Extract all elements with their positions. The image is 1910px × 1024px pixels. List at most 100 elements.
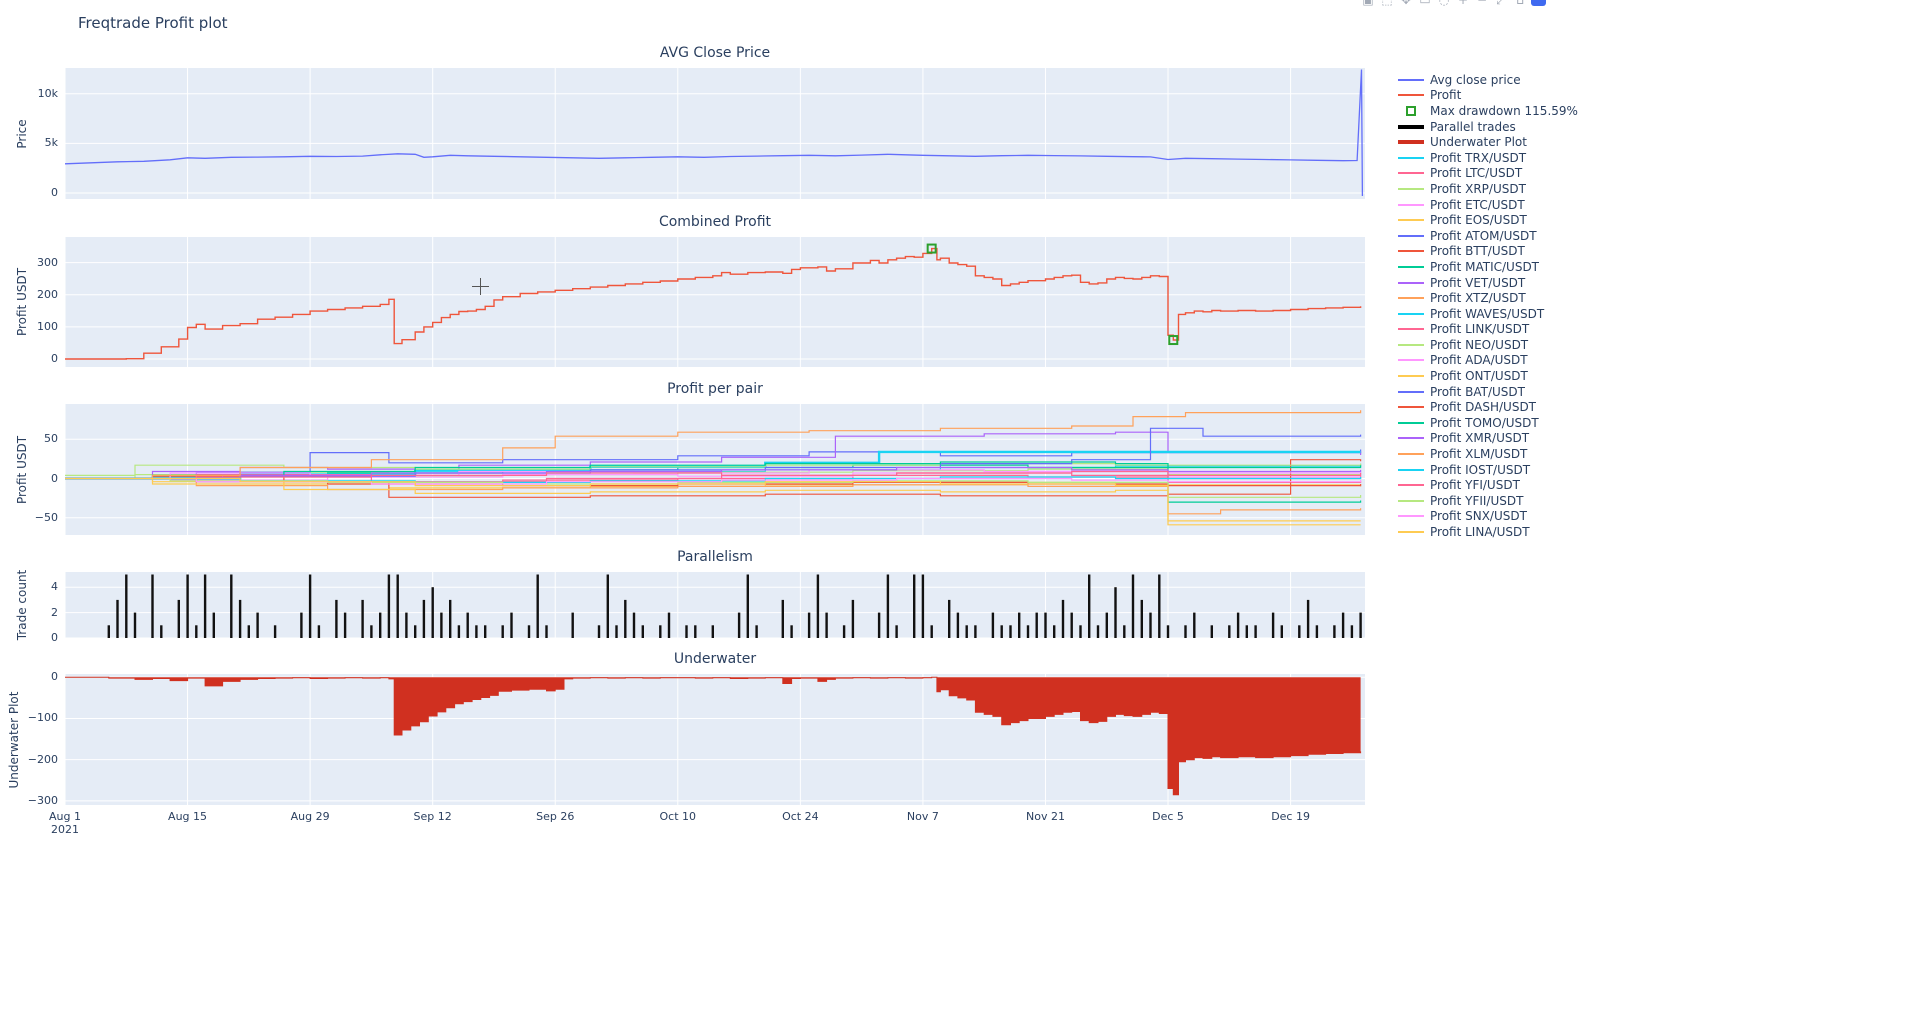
y-tick-label: 0: [51, 670, 58, 684]
x-tick-label: Sep 26: [536, 810, 575, 823]
subplot-title-combined-profit: Combined Profit: [658, 214, 772, 230]
y-tick-label: 0: [51, 471, 58, 485]
plot-area-combined-profit[interactable]: [65, 237, 1365, 367]
legend-item-profit-vet-usdt[interactable]: Profit VET/USDT: [1398, 275, 1578, 291]
legend-swatch-icon: [1398, 328, 1424, 331]
legend-swatch-icon: [1398, 94, 1424, 97]
y-tick-label: −50: [34, 510, 58, 524]
lasso-select-icon[interactable]: ◌: [1438, 0, 1450, 7]
legend-label: Profit ADA/USDT: [1430, 353, 1528, 368]
legend-item-profit-dash-usdt[interactable]: Profit DASH/USDT: [1398, 399, 1578, 415]
legend-item-profit-xtz-usdt[interactable]: Profit XTZ/USDT: [1398, 290, 1578, 306]
autoscale-icon[interactable]: ⤢: [1496, 0, 1506, 7]
plotly-logo-icon[interactable]: [1531, 0, 1546, 6]
x-tick-label: Oct 10: [659, 810, 697, 823]
legend-item-profit-ont-usdt[interactable]: Profit ONT/USDT: [1398, 368, 1578, 384]
legend-item-profit-xlm-usdt[interactable]: Profit XLM/USDT: [1398, 446, 1578, 462]
legend-item-profit-matic-usdt[interactable]: Profit MATIC/USDT: [1398, 259, 1578, 275]
camera-icon[interactable]: ▣: [1362, 0, 1374, 7]
y-tick-label: 5k: [44, 136, 58, 150]
y-axis-title: Trade count: [15, 569, 29, 641]
legend-label: Profit NEO/USDT: [1430, 337, 1529, 352]
plot-area-avg-close-price[interactable]: [65, 68, 1365, 199]
legend-item-profit-btt-usdt[interactable]: Profit BTT/USDT: [1398, 244, 1578, 260]
legend-swatch-icon: [1398, 453, 1424, 456]
y-tick-label: 4: [51, 580, 58, 594]
legend-swatch-icon: [1398, 499, 1424, 502]
plot-area-profit-per-pair[interactable]: [65, 404, 1365, 535]
y-axis-title: Profit USDT: [15, 435, 29, 504]
subplot-combined-profit[interactable]: Combined Profit 0 100 200 300: [37, 214, 1365, 367]
legend-item-profit-bat-usdt[interactable]: Profit BAT/USDT: [1398, 384, 1578, 400]
legend-item-profit-waves-usdt[interactable]: Profit WAVES/USDT: [1398, 306, 1578, 322]
legend-swatch-icon: [1398, 156, 1424, 159]
subplot-underwater[interactable]: Underwater 0 −100 −200 −300 Aug 1 2021 Aug 15…: [28, 651, 1365, 836]
zoom-out-icon[interactable]: −: [1476, 0, 1488, 7]
y-tick-label: 2: [51, 605, 58, 619]
legend-swatch-icon: [1398, 484, 1424, 487]
legend-label: Profit LINK/USDT: [1430, 322, 1530, 337]
legend-item-parallel-trades[interactable]: Parallel trades: [1398, 119, 1578, 135]
legend-swatch-icon: [1398, 78, 1424, 81]
legend-item-profit-xrp-usdt[interactable]: Profit XRP/USDT: [1398, 181, 1578, 197]
zoom-icon[interactable]: ⬚: [1381, 0, 1393, 7]
legend-label: Profit: [1430, 88, 1462, 103]
legend-label: Profit ONT/USDT: [1430, 369, 1528, 384]
plot-area-parallelism[interactable]: [65, 572, 1365, 638]
x-tick-label: Aug 1 2021: [49, 810, 81, 836]
y-axis-title: Profit USDT: [15, 267, 29, 337]
legend-item-profit-yfi-usdt[interactable]: Profit YFI/USDT: [1398, 477, 1578, 493]
legend-label: Profit LINA/USDT: [1430, 525, 1530, 540]
legend-item-profit-lina-usdt[interactable]: Profit LINA/USDT: [1398, 524, 1578, 540]
y-tick-label: −300: [27, 793, 58, 807]
legend-swatch-icon: [1398, 359, 1424, 362]
legend-label: Underwater Plot: [1430, 135, 1527, 150]
legend-label: Profit TRX/USDT: [1430, 150, 1527, 165]
legend-item-profit-link-usdt[interactable]: Profit LINK/USDT: [1398, 322, 1578, 338]
legend-swatch-icon: [1398, 312, 1424, 315]
legend-swatch-icon: [1398, 203, 1424, 206]
legend-swatch-icon: [1398, 515, 1424, 518]
legend-swatch-icon: [1398, 343, 1424, 346]
legend-swatch-icon: [1398, 531, 1424, 534]
pan-icon[interactable]: ✥: [1400, 0, 1412, 7]
legend-item-profit[interactable]: Profit: [1398, 88, 1578, 104]
legend-item-profit-etc-usdt[interactable]: Profit ETC/USDT: [1398, 197, 1578, 213]
legend-label: Profit TOMO/USDT: [1430, 415, 1539, 430]
zoom-in-icon[interactable]: +: [1457, 0, 1469, 7]
legend-item-profit-atom-usdt[interactable]: Profit ATOM/USDT: [1398, 228, 1578, 244]
plot-area-underwater[interactable]: [65, 674, 1365, 805]
legend-item-profit-yfii-usdt[interactable]: Profit YFII/USDT: [1398, 493, 1578, 509]
legend-label: Profit YFI/USDT: [1430, 478, 1520, 493]
legend-label: Profit BAT/USDT: [1430, 384, 1525, 399]
legend-swatch-icon: [1398, 219, 1424, 222]
legend-item-profit-tomo-usdt[interactable]: Profit TOMO/USDT: [1398, 415, 1578, 431]
legend-swatch-icon: [1398, 390, 1424, 393]
legend-item-profit-trx-usdt[interactable]: Profit TRX/USDT: [1398, 150, 1578, 166]
legend-label: Profit ATOM/USDT: [1430, 228, 1537, 243]
legend-item-profit-snx-usdt[interactable]: Profit SNX/USDT: [1398, 509, 1578, 525]
legend-item-profit-ltc-usdt[interactable]: Profit LTC/USDT: [1398, 166, 1578, 182]
box-select-icon[interactable]: ▭: [1419, 0, 1431, 7]
x-tick-label: Dec 5: [1152, 810, 1184, 823]
legend-item-profit-ada-usdt[interactable]: Profit ADA/USDT: [1398, 353, 1578, 369]
y-tick-label: 0: [51, 351, 58, 365]
legend-item-max-drawdown-115-59[interactable]: Max drawdown 115.59%: [1398, 103, 1578, 119]
legend-item-profit-neo-usdt[interactable]: Profit NEO/USDT: [1398, 337, 1578, 353]
legend-item-underwater-plot[interactable]: Underwater Plot: [1398, 134, 1578, 150]
subplot-profit-per-pair[interactable]: Profit per pair −50 0 50: [35, 381, 1365, 535]
y-axis-title: Underwater Plot: [7, 691, 21, 788]
y-tick-label: −200: [27, 752, 58, 766]
y-tick-label: −100: [27, 711, 58, 725]
legend-label: Profit SNX/USDT: [1430, 509, 1527, 524]
legend-item-profit-eos-usdt[interactable]: Profit EOS/USDT: [1398, 212, 1578, 228]
subplot-avg-close-price[interactable]: AVG Close Price 0 5k 10k: [38, 45, 1365, 199]
legend-item-profit-xmr-usdt[interactable]: Profit XMR/USDT: [1398, 431, 1578, 447]
legend-item-profit-iost-usdt[interactable]: Profit IOST/USDT: [1398, 462, 1578, 478]
subplot-title-underwater: Underwater: [673, 651, 757, 667]
legend-item-avg-close-price[interactable]: Avg close price: [1398, 72, 1578, 88]
legend-swatch-icon: [1398, 250, 1424, 253]
subplot-parallelism[interactable]: Parallelism 0 2 4: [51, 549, 1365, 644]
reset-axes-icon[interactable]: ⌂: [1516, 0, 1524, 7]
y-tick-label: 200: [37, 287, 58, 301]
